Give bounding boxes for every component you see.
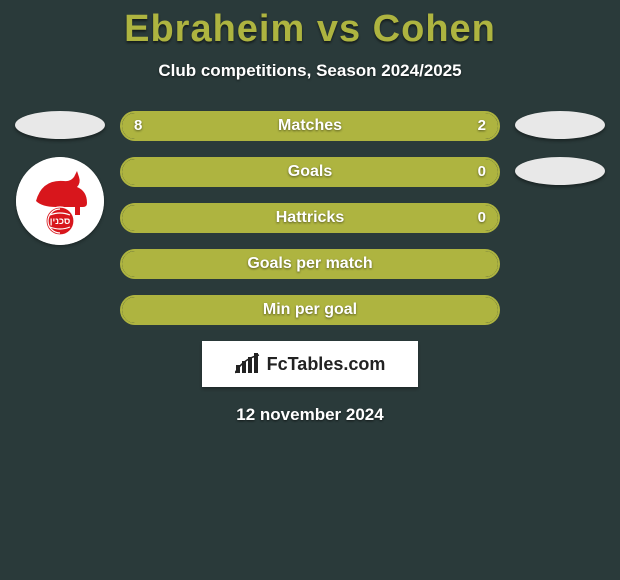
stat-label: Goals per match <box>120 249 500 279</box>
stat-row-min-per-goal: Min per goal <box>120 295 500 325</box>
page-title: Ebraheim vs Cohen <box>0 0 620 51</box>
stat-value-right: 0 <box>478 157 486 187</box>
branding-box[interactable]: FcTables.com <box>202 341 418 387</box>
player-right-placeholder-2 <box>515 157 605 185</box>
stat-row-matches: Matches8 2 <box>120 111 500 141</box>
subtitle: Club competitions, Season 2024/2025 <box>0 61 620 81</box>
club-logo-left-icon: סכנין <box>16 157 104 245</box>
stat-row-hattricks: Hattricks0 <box>120 203 500 233</box>
footer-date: 12 november 2024 <box>0 405 620 425</box>
branding-text: FcTables.com <box>267 354 386 375</box>
title-vs: vs <box>317 8 361 50</box>
stat-row-goals-per-match: Goals per match <box>120 249 500 279</box>
player-right-column <box>510 111 610 203</box>
player-right-placeholder-1 <box>515 111 605 139</box>
bar-chart-icon <box>235 353 261 375</box>
title-left: Ebraheim <box>124 8 305 50</box>
club-logo-left: סכנין <box>16 157 104 245</box>
stat-label: Goals <box>120 157 500 187</box>
title-right: Cohen <box>373 8 496 50</box>
stat-label: Hattricks <box>120 203 500 233</box>
stat-label: Min per goal <box>120 295 500 325</box>
stat-value-right: 0 <box>478 203 486 233</box>
stat-value-left: 8 <box>134 111 142 141</box>
svg-text:סכנין: סכנין <box>50 216 71 226</box>
comparison-panel: סכנין Matches82Goals0Hattricks0Goals per… <box>0 111 620 425</box>
stat-bars: Matches82Goals0Hattricks0Goals per match… <box>120 111 500 325</box>
player-left-placeholder <box>15 111 105 139</box>
stat-row-goals: Goals0 <box>120 157 500 187</box>
stat-value-right: 2 <box>478 111 486 141</box>
player-left-column: סכנין <box>10 111 110 245</box>
stat-label: Matches <box>120 111 500 141</box>
